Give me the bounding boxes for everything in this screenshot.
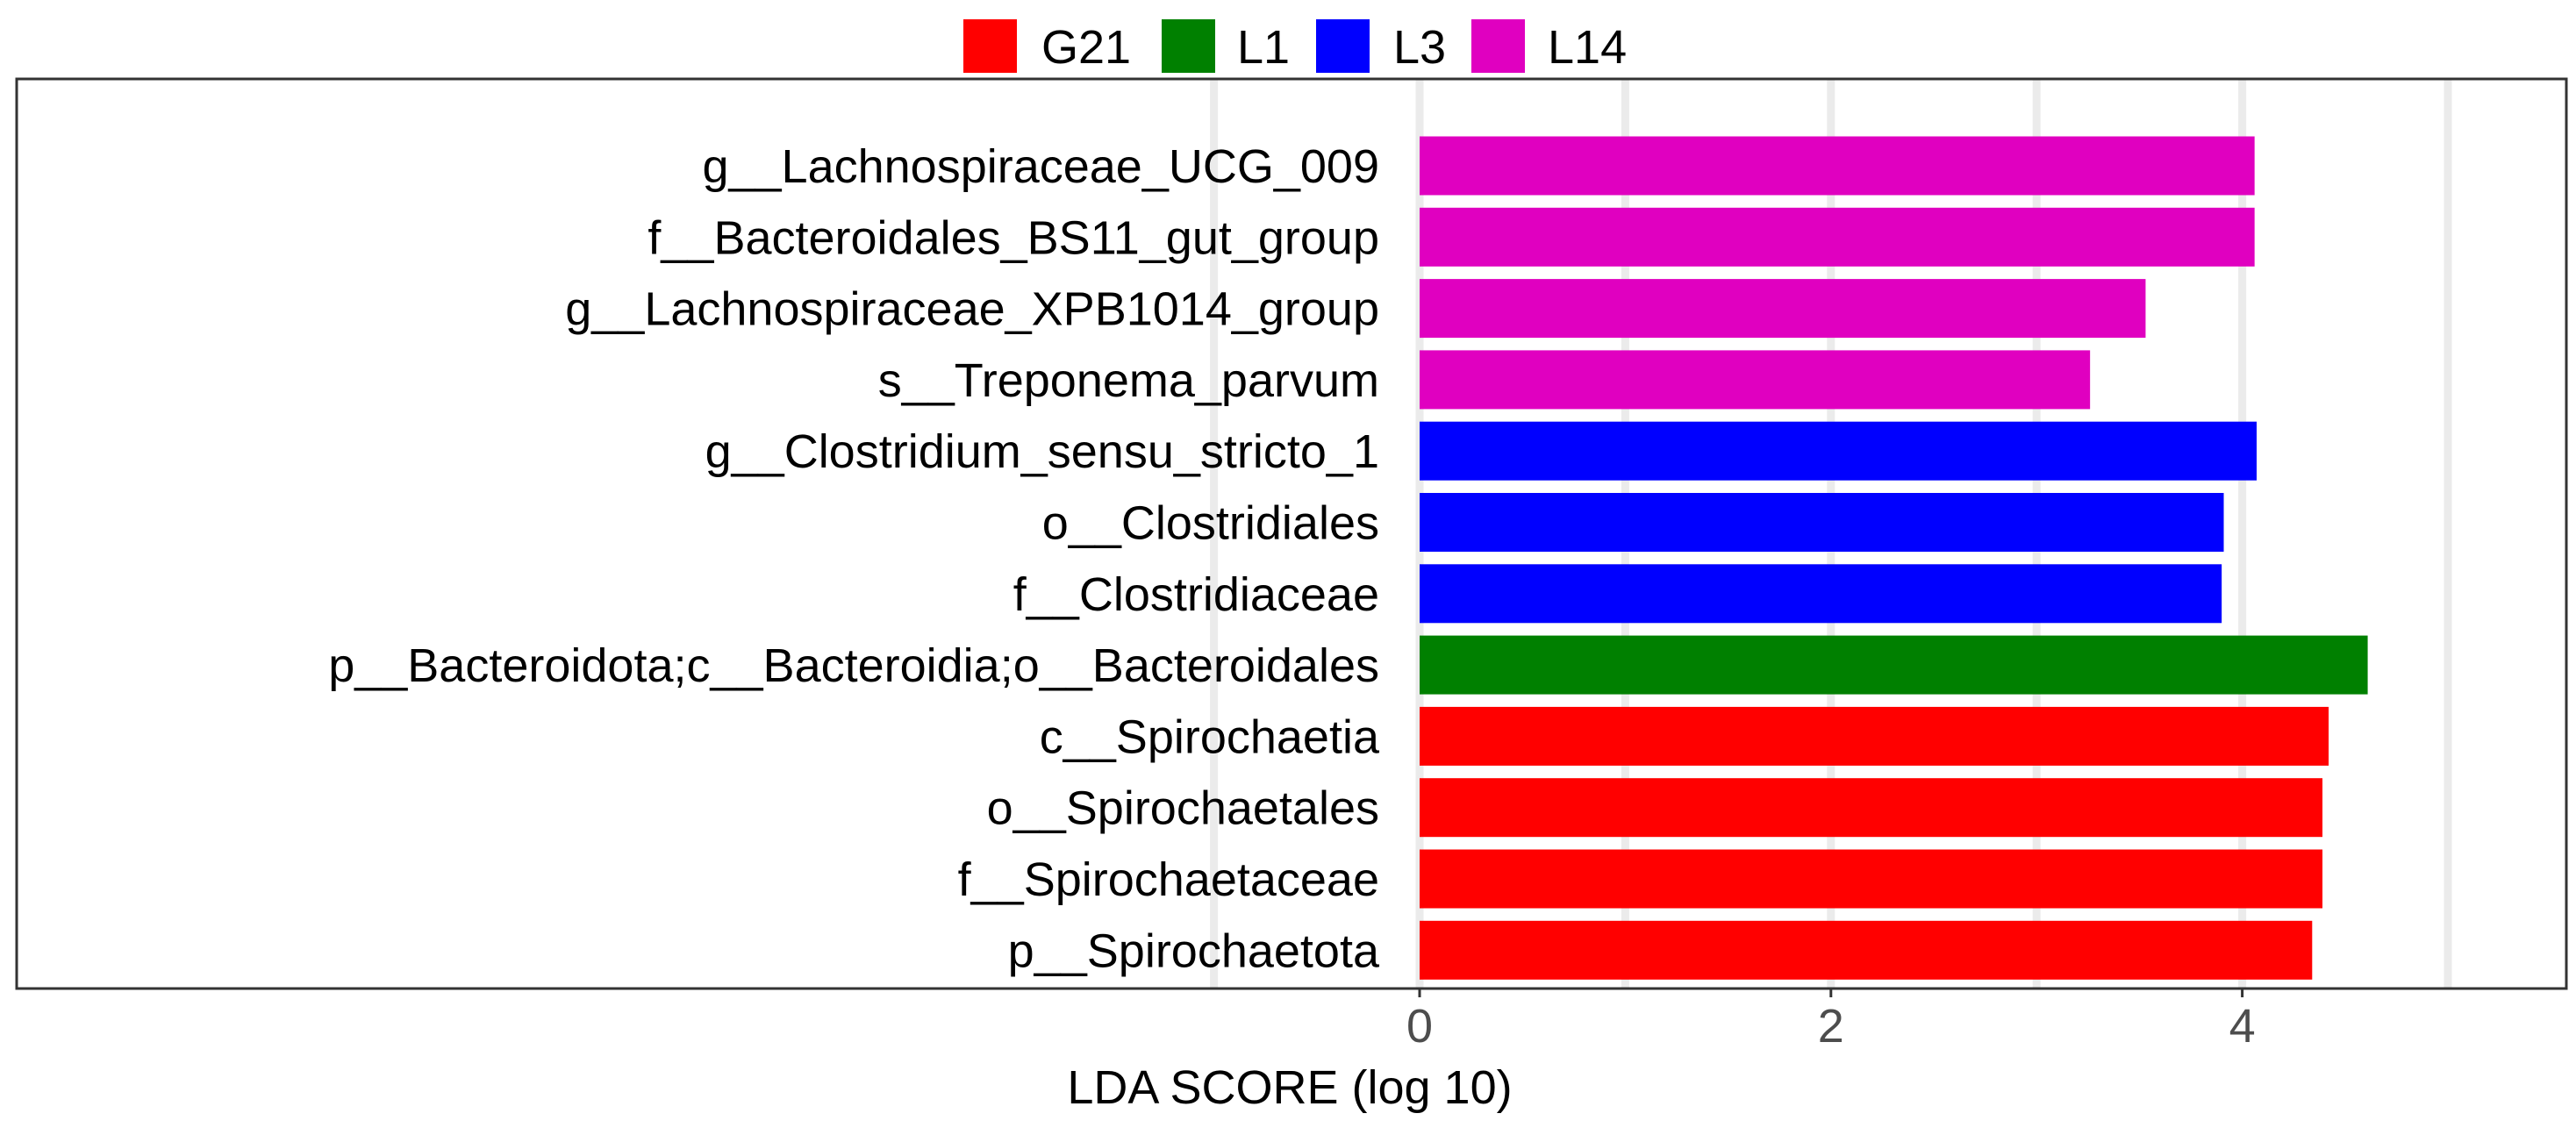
plot-panel (15, 77, 2568, 990)
category-label: o__Spirochaetales (987, 782, 1379, 835)
legend: G21 L1 L3 L14 (963, 19, 1627, 74)
tick-label: 0 (1406, 1000, 1433, 1053)
legend-swatch (1471, 19, 1525, 73)
category-label: c__Spirochaetia (1040, 710, 1380, 763)
tick-label: 4 (2229, 1000, 2256, 1053)
legend-label: L3 (1393, 21, 1446, 74)
category-label: s__Treponema_parvum (878, 354, 1379, 407)
bar (1420, 635, 2368, 695)
bar (1420, 279, 2146, 339)
bar (1420, 706, 2329, 766)
category-label: f__Spirochaetaceae (958, 853, 1379, 906)
x-axis-title: LDA SCORE (log 10) (1067, 1061, 1512, 1114)
bar (1420, 350, 2091, 410)
legend-label: L14 (1548, 21, 1627, 74)
legend-label: G21 (1041, 21, 1131, 74)
panel-border (15, 77, 2568, 990)
legend-swatch (1162, 19, 1215, 73)
category-label: o__Clostridiales (1042, 497, 1379, 550)
tick-label: 2 (1818, 1000, 1844, 1053)
legend-swatch (963, 19, 1017, 73)
bar (1420, 849, 2323, 909)
category-label: g__Lachnospiraceae_XPB1014_group (565, 283, 1379, 336)
legend-swatch (1316, 19, 1370, 73)
category-label: f__Bacteroidales_BS11_gut_group (648, 211, 1379, 264)
bar (1420, 920, 2313, 980)
category-label: f__Clostridiaceae (1013, 568, 1379, 621)
category-labels: g__Lachnospiraceae_UCG_009 f__Bacteroidal… (328, 140, 1380, 977)
category-label: g__Clostridium_sensu_stricto_1 (705, 425, 1379, 478)
bar (1420, 136, 2255, 196)
bar (1420, 493, 2224, 552)
category-label: p__Bacteroidota;c__Bacteroidia;o__Bacter… (328, 639, 1379, 692)
bars (1420, 136, 2368, 980)
bar (1420, 207, 2255, 267)
category-label: g__Lachnospiraceae_UCG_009 (702, 140, 1379, 193)
bar (1420, 778, 2323, 838)
category-label: p__Spirochaetota (1008, 924, 1380, 977)
bar (1420, 564, 2222, 624)
legend-label: L1 (1237, 21, 1290, 74)
x-axis: 0 2 4 (1406, 989, 2256, 1053)
bar (1420, 421, 2258, 481)
